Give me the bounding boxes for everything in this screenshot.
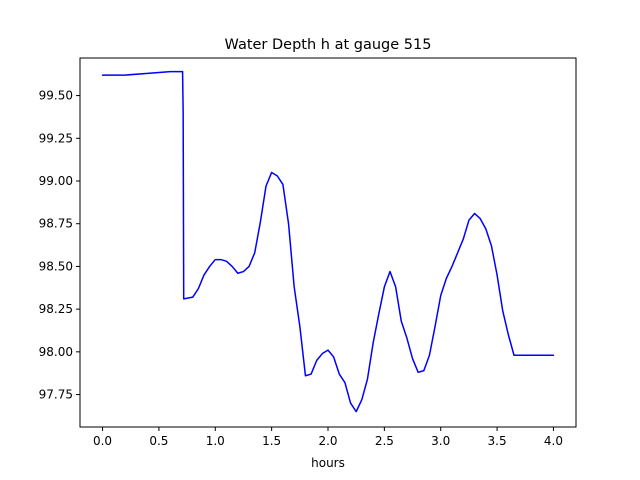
x-axis: 0.0 0.5 1.0 1.5 2.0 2.5 3.0 3.5 4.0: [93, 427, 563, 448]
y-tick-label: 97.75: [39, 388, 73, 402]
y-tick-label: 98.50: [39, 259, 73, 273]
x-tick-label: 3.0: [431, 434, 450, 448]
x-tick-label: 1.5: [262, 434, 281, 448]
chart-title: Water Depth h at gauge 515: [225, 37, 432, 53]
y-tick-label: 98.25: [39, 302, 73, 316]
x-tick-label: 2.5: [375, 434, 394, 448]
plot-area: [101, 70, 555, 413]
y-axis: 97.75 98.00 98.25 98.50 98.75 99.00 99.25 99.50: [39, 89, 80, 402]
x-tick-label: 1.0: [206, 434, 225, 448]
y-tick-label: 99.25: [39, 131, 73, 145]
x-tick-label: 3.5: [488, 434, 507, 448]
x-tick-label: 2.0: [318, 434, 337, 448]
y-tick-label: 98.75: [39, 217, 73, 231]
x-tick-label: 4.0: [544, 434, 563, 448]
x-tick-label: 0.0: [93, 434, 112, 448]
y-tick-label: 98.00: [39, 345, 73, 359]
x-axis-label: hours: [311, 456, 345, 470]
y-tick-label: 99.50: [39, 89, 73, 103]
series-line-0: [101, 70, 555, 413]
y-tick-label: 99.00: [39, 174, 73, 188]
x-tick-label: 0.5: [149, 434, 168, 448]
